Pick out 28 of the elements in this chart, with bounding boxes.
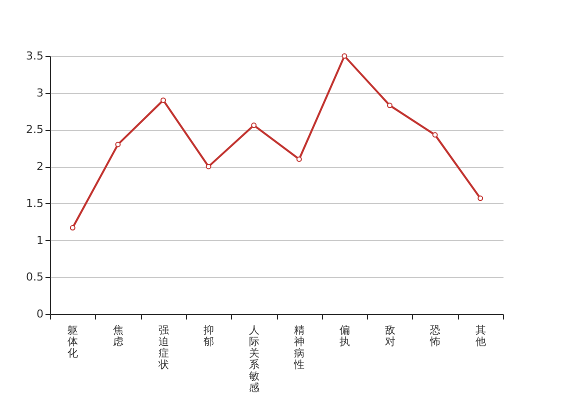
y-tick-label: 1.5 (26, 196, 44, 210)
x-tick-label: 强迫症状 (157, 324, 170, 371)
x-tick-label: 抑郁 (204, 324, 215, 348)
point (115, 142, 121, 148)
x-tick-label: 恐怖 (429, 324, 442, 348)
x-tick-label: 躯体化 (68, 324, 79, 360)
point (206, 164, 212, 170)
x-tick-label: 人际关系敏感 (248, 324, 260, 394)
x-tick-label: 敌对 (384, 324, 396, 348)
point (251, 122, 257, 128)
y-tick-label: 1 (36, 234, 44, 247)
point (387, 102, 392, 108)
x-tick-label: 其他 (475, 324, 486, 348)
x-tick-label: 焦虑 (112, 324, 124, 348)
y-tick-label: 2.5 (26, 123, 44, 136)
y-tick-label: 0 (36, 308, 44, 320)
y-tick-label: 2 (36, 160, 44, 174)
x-tick-label: 偏执 (339, 324, 350, 348)
x-tick-label: 精神病性 (293, 324, 306, 371)
y-tick-label: 3 (36, 86, 44, 100)
point (432, 132, 438, 138)
point (342, 53, 348, 59)
point (296, 156, 302, 162)
y-tick-label: 0.5 (26, 270, 44, 284)
point (70, 225, 76, 230)
point (160, 97, 166, 103)
y-tick-label: 3.5 (26, 50, 44, 62)
point (478, 196, 484, 201)
